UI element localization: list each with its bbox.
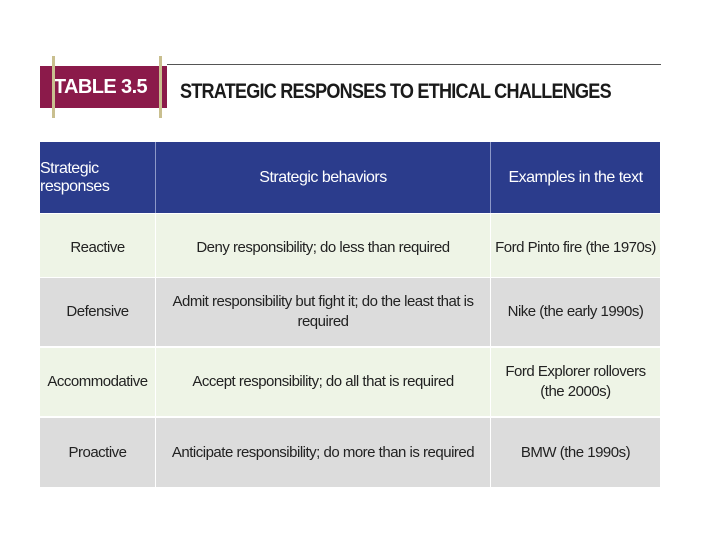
table-header-row: Strategic responses Strategic behaviors … [40,142,660,213]
cell-example: BMW (the 1990s) [520,443,631,461]
cell-response: Accommodative [40,348,156,416]
cell-behavior: Anticipate responsibility; do more than … [156,418,491,487]
cell-behavior: Admit responsibility but fight it; do th… [156,278,491,346]
table-row: Accommodative Accept responsibility; do … [40,347,660,416]
cell-example: Ford Explorer rollovers (the 2000s) [505,363,646,400]
table-label: TABLE 3.5 [40,66,167,108]
label-bar-right [159,56,162,118]
table-row: Defensive Admit responsibility but fight… [40,277,660,346]
cell-example: Ford Pinto fire (the 1970s) [495,239,656,256]
column-header-examples: Examples in the text [508,168,643,186]
cell-example: Nike (the early 1990s) [507,303,644,320]
cell-response: Defensive [40,278,156,346]
cell-response: Proactive [40,418,156,487]
cell-behavior: Deny responsibility; do less than requir… [156,214,491,282]
table-title: STRATEGIC RESPONSES TO ETHICAL CHALLENGE… [180,80,612,103]
cell-behavior: Accept responsibility; do all that is re… [156,348,491,416]
column-header-behaviors: Strategic behaviors [156,142,491,213]
responses-table: Strategic responses Strategic behaviors … [40,142,660,487]
column-header-responses: Strategic responses [40,142,156,213]
title-rule [167,64,661,65]
table-row: Reactive Deny responsibility; do less th… [40,213,660,282]
cell-response: Reactive [40,214,156,282]
label-bar-left [52,56,55,118]
table-row: Proactive Anticipate responsibility; do … [40,417,660,487]
